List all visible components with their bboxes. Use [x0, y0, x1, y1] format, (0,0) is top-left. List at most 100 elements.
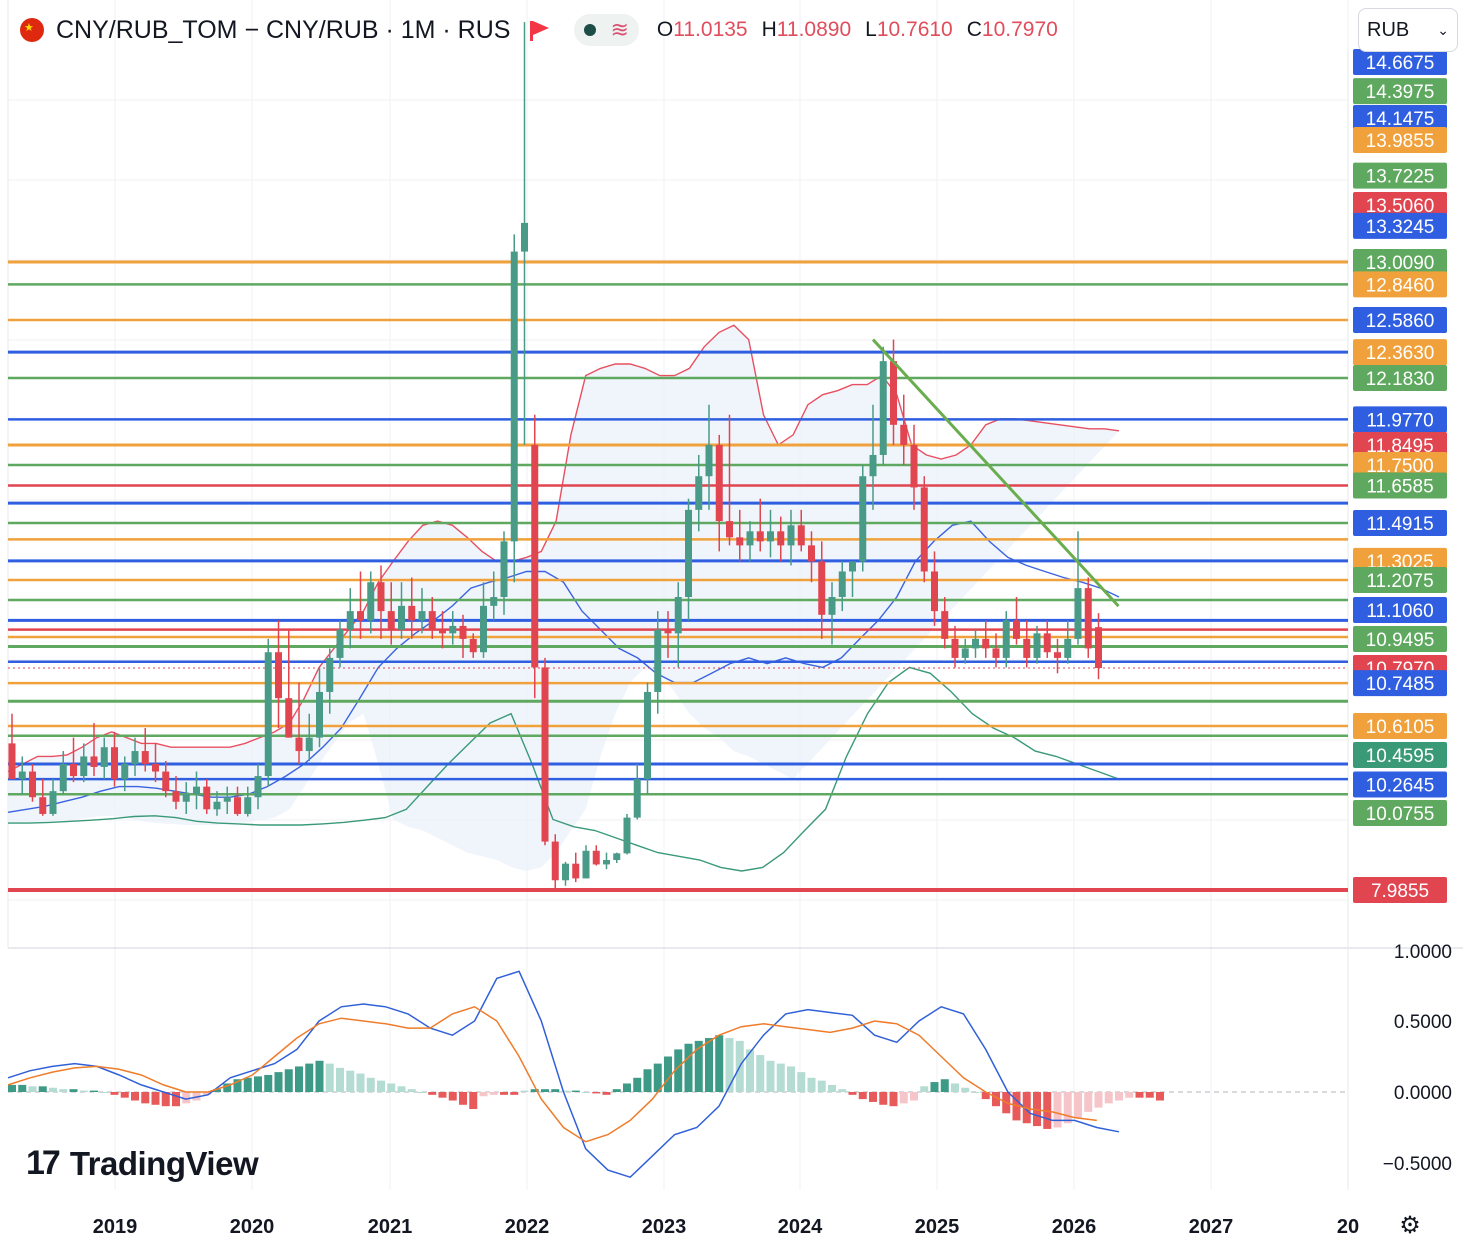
candle-body-3 — [39, 797, 47, 814]
macd-hist-79 — [817, 1080, 826, 1092]
candle-body-18 — [193, 786, 200, 795]
x-tick-3: 2022 — [505, 1216, 550, 1238]
macd-hist-57 — [592, 1092, 601, 1094]
price-label-16: 11.4915 — [1366, 514, 1433, 535]
price-label-bg-18 — [1353, 567, 1447, 593]
macd-hist-24 — [254, 1076, 262, 1092]
x-tick-9: 20 — [1337, 1216, 1359, 1238]
candle-body-8 — [90, 756, 98, 768]
signal-line — [7, 1005, 1097, 1143]
macd-hist-37 — [387, 1083, 396, 1092]
candle-body-22 — [234, 797, 241, 814]
gear-icon[interactable]: ⚙ — [1399, 1212, 1421, 1239]
macd-hist-29 — [305, 1063, 314, 1092]
candle-body-43 — [449, 625, 457, 634]
candle-body-56 — [582, 850, 590, 879]
macd-hist-19 — [202, 1092, 211, 1095]
price-label-bg-4 — [1353, 162, 1447, 189]
macd-line — [7, 970, 1120, 1179]
macd-hist-48 — [500, 1092, 508, 1095]
candle-body-48 — [500, 541, 508, 597]
macd-hist-83 — [858, 1092, 867, 1100]
candle-body-45 — [469, 638, 477, 653]
macd-hist-78 — [807, 1077, 816, 1092]
candle-body-70 — [726, 521, 733, 538]
flag-marker-icon[interactable] — [528, 19, 550, 41]
bollinger-bands — [7, 324, 1120, 872]
candle-body-21 — [223, 797, 231, 802]
macd-hist-18 — [192, 1092, 201, 1101]
macd-hist-52 — [541, 1089, 549, 1092]
price-label-10: 12.3630 — [1366, 343, 1435, 364]
candle-body-72 — [746, 531, 754, 546]
tradingview-logo[interactable]: 17 TradingView — [26, 1144, 259, 1183]
candle-body-57 — [592, 850, 600, 865]
price-label-bg-20 — [1353, 626, 1447, 652]
candle-body-7 — [80, 756, 88, 777]
candle-body-30 — [316, 691, 323, 738]
market-status-icon — [584, 24, 597, 36]
candle-body-20 — [213, 801, 221, 810]
symbol-title[interactable]: CNY/RUB_TOM − CNY/RUB · 1M · RUS — [56, 15, 511, 44]
candle-body-82 — [849, 561, 856, 572]
macd-hist-105 — [1084, 1092, 1093, 1112]
price-label-26: 10.0755 — [1366, 804, 1435, 825]
candle-body-76 — [787, 525, 795, 546]
macd-hist-62 — [643, 1069, 652, 1092]
price-label-19: 11.1060 — [1366, 601, 1433, 622]
candle-body-41 — [428, 611, 436, 630]
candle-body-74 — [767, 531, 774, 542]
price-label-bg-8 — [1353, 271, 1447, 298]
price-label-9: 12.5860 — [1366, 311, 1435, 332]
price-label-20: 10.9495 — [1366, 630, 1435, 651]
band-fill — [8, 325, 1119, 871]
macd-hist-87 — [899, 1092, 908, 1104]
macd-hist-103 — [1063, 1092, 1072, 1124]
candle-body-102 — [1054, 652, 1061, 658]
candle-body-10 — [111, 747, 118, 780]
candle-body-49 — [510, 251, 518, 542]
candle-body-23 — [244, 797, 252, 814]
macd-hist-86 — [889, 1092, 898, 1107]
market-status[interactable]: ≋ — [574, 14, 639, 46]
candle-body-100 — [1033, 633, 1041, 658]
macd-hist-84 — [869, 1092, 877, 1102]
macd-hist-43 — [448, 1092, 457, 1101]
macd-hist-89 — [920, 1086, 929, 1092]
macd-hist-61 — [633, 1077, 642, 1092]
x-tick-8: 2027 — [1189, 1216, 1234, 1238]
price-label-bg-13 — [1353, 432, 1447, 459]
candle-body-11 — [121, 763, 129, 780]
macd-hist-55 — [571, 1090, 580, 1092]
price-label-bg-25 — [1353, 771, 1447, 798]
macd-hist-30 — [315, 1060, 324, 1092]
macd-hist-107 — [1104, 1092, 1113, 1104]
macd-hist-41 — [428, 1092, 437, 1095]
macd-hist-76 — [787, 1066, 795, 1092]
candle-body-0 — [8, 743, 16, 780]
x-tick-6: 2025 — [915, 1216, 960, 1238]
ohlc-low: L10.7610 — [865, 18, 953, 41]
candle-body-1 — [18, 771, 26, 780]
candle-body-60 — [623, 817, 631, 854]
candle-body-65 — [674, 596, 682, 634]
candle-body-17 — [182, 794, 190, 802]
candle-body-29 — [305, 737, 313, 752]
price-label-3: 13.9855 — [1366, 131, 1435, 152]
macd-hist-20 — [213, 1089, 221, 1092]
macd-hist-59 — [612, 1089, 621, 1092]
candle-body-24 — [254, 776, 262, 798]
price-label-4: 13.7225 — [1366, 167, 1435, 188]
macd-hist-9 — [100, 1092, 109, 1093]
price-label-bg-3 — [1353, 126, 1447, 153]
brand-name: TradingView — [69, 1144, 259, 1182]
macd-hist-110 — [1135, 1092, 1144, 1098]
candle-body-85 — [879, 361, 887, 455]
macd-hist-3 — [38, 1086, 47, 1092]
currency-select[interactable]: RUB ⌄ — [1358, 8, 1458, 52]
x-tick-5: 2024 — [778, 1216, 823, 1238]
price-label-24: 10.4595 — [1366, 746, 1435, 767]
candle-body-59 — [613, 853, 621, 860]
macd-hist-33 — [346, 1070, 355, 1092]
